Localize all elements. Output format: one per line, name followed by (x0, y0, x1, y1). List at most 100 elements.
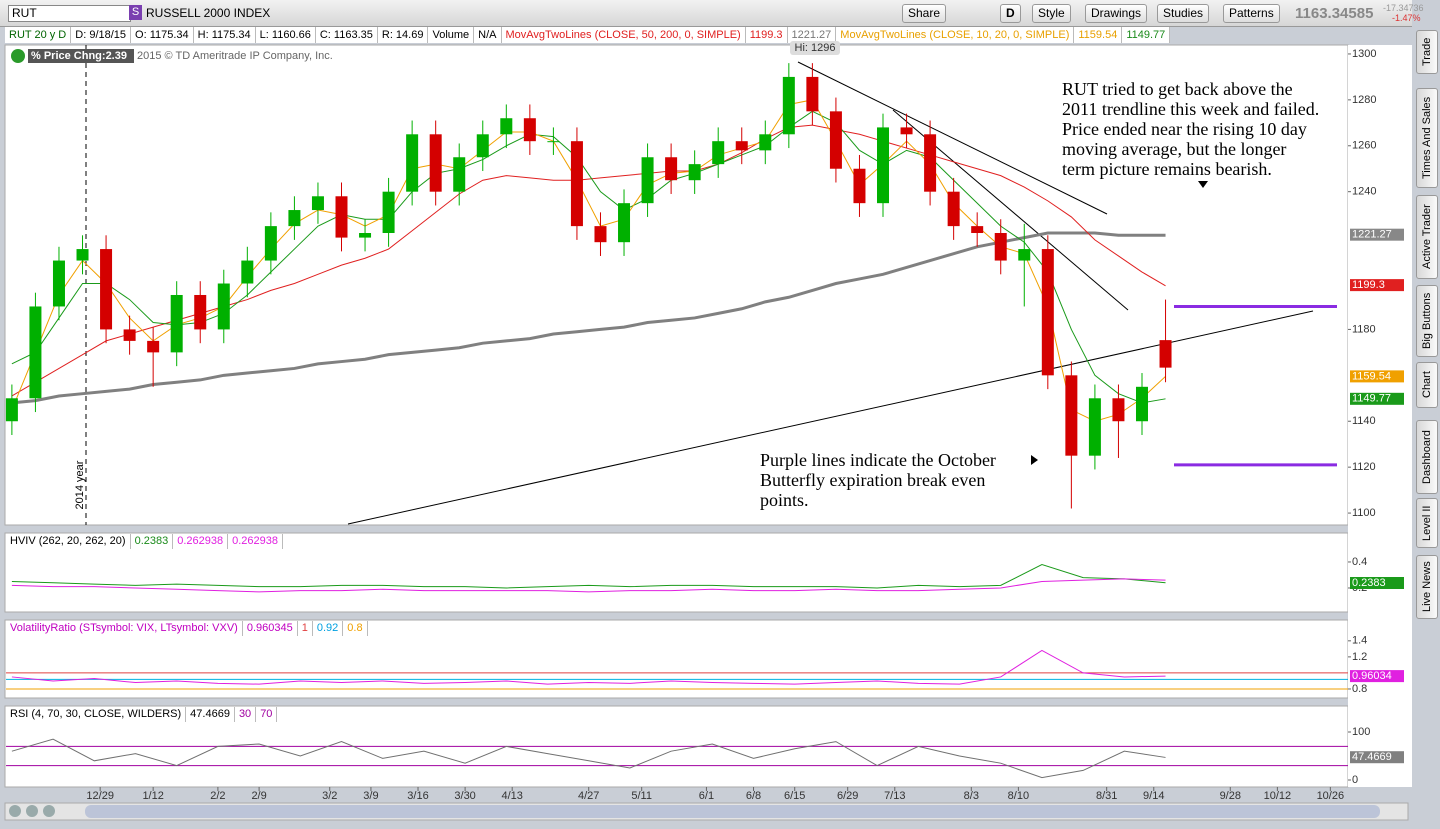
candle-body (712, 141, 725, 165)
zoom-button[interactable] (26, 805, 38, 817)
patterns-button[interactable]: Patterns (1223, 4, 1280, 23)
candle-body (759, 134, 772, 151)
value-box (1350, 228, 1404, 241)
study-header-item: 30 (235, 707, 257, 722)
candle-body (877, 127, 890, 204)
style-button[interactable]: Style (1032, 4, 1071, 23)
candle-body (1018, 249, 1031, 261)
annotation: Purple lines indicate the October Butter… (760, 450, 996, 510)
candle-body (5, 398, 18, 422)
info-item: H: 1175.34 (194, 27, 256, 43)
x-tick-label: 3/16 (407, 790, 428, 802)
study-header-item: 0.2383 (131, 534, 174, 549)
candle-body (806, 76, 819, 112)
study-header: VolatilityRatio (STsymbol: VIX, LTsymbol… (6, 621, 368, 636)
x-tick-label: 8/10 (1008, 790, 1029, 802)
value-box-label: 0.96034 (1352, 670, 1392, 682)
copyright: 2015 © TD Ameritrade IP Company, Inc. (137, 50, 333, 62)
side-tab[interactable]: Level II (1416, 498, 1438, 548)
value-box (1350, 370, 1404, 383)
symbol-badge[interactable]: S (129, 5, 142, 20)
studies-button[interactable]: Studies (1157, 4, 1210, 23)
side-tab[interactable]: Big Buttons (1416, 285, 1438, 357)
trendline (797, 61, 1108, 215)
info-item: L: 1160.66 (256, 27, 316, 43)
annotation-line: Price ended near the rising 10 day (1062, 119, 1307, 139)
y-tick-label: 0.8 (1352, 683, 1367, 695)
annotation-line: 2011 trendline this week and failed. (1062, 99, 1320, 119)
y-tick-label: 1.2 (1352, 651, 1367, 663)
side-tab[interactable]: Dashboard (1416, 420, 1438, 494)
side-tab[interactable]: Times And Sales (1416, 88, 1438, 188)
series-line (11, 564, 1166, 589)
side-tab[interactable]: Trade (1416, 30, 1438, 74)
candle-body (359, 233, 372, 238)
candle-body (947, 191, 960, 227)
zoom-button[interactable] (9, 805, 21, 817)
value-box (1350, 670, 1404, 683)
x-tick-label: 4/27 (578, 790, 599, 802)
annotation-line: Butterfly expiration break even (760, 470, 986, 490)
annotation-line: Purple lines indicate the October (760, 450, 996, 470)
candle-body (453, 157, 466, 192)
x-tick-label: 3/2 (322, 790, 337, 802)
aggregation-button[interactable]: D (1000, 4, 1021, 23)
zoom-button[interactable] (43, 805, 55, 817)
candle-body (1041, 249, 1054, 376)
candle-body (1112, 398, 1125, 422)
y-tick-label: 1260 (1352, 140, 1376, 152)
x-tick-label: 6/15 (784, 790, 805, 802)
x-tick-label: 6/8 (746, 790, 761, 802)
year-label: 2014 year (74, 460, 86, 509)
info-item: O: 1175.34 (131, 27, 194, 43)
candle-body (52, 260, 65, 307)
y-tick-label: 1180 (1352, 323, 1376, 335)
x-tick-label: 2/9 (251, 790, 266, 802)
series-line (11, 231, 1166, 405)
value-box-label: 1149.77 (1352, 393, 1391, 405)
study-header-item: 0.92 (313, 621, 344, 636)
share-button[interactable]: Share (902, 4, 947, 23)
side-tabs: Trade Times And Sales Active Trader Big But… (1416, 0, 1440, 829)
candle-body (1135, 386, 1148, 422)
x-tick-label: 12/29 (86, 790, 114, 802)
info-item: 1221.27 (788, 27, 837, 43)
candle-body (618, 203, 631, 243)
value-box-label: 1221.27 (1352, 229, 1392, 241)
candle-body (217, 283, 230, 330)
price-axis (1348, 45, 1412, 787)
candle-body (76, 249, 89, 261)
candle-body (665, 157, 678, 181)
side-tab[interactable]: Live News (1416, 555, 1438, 619)
study-header: HVIV (262, 20, 262, 20) 0.2383 0.262938 0.2… (6, 534, 284, 549)
scroll-thumb[interactable] (85, 805, 1380, 818)
value-box (1350, 576, 1404, 589)
value-box-label: 0.2383 (1352, 577, 1386, 589)
candle-body (170, 294, 183, 353)
candle-body (335, 196, 348, 238)
study-header-item: VolatilityRatio (STsymbol: VIX, LTsymbol… (6, 621, 243, 636)
value-box-label: 47.4669 (1352, 751, 1392, 763)
candle-body (1065, 375, 1078, 456)
info-item: MovAvgTwoLines (CLOSE, 10, 20, 0, SIMPLE… (836, 27, 1075, 43)
trendline (347, 310, 1314, 525)
study-header-item: 0.262938 (173, 534, 229, 549)
candle-body (547, 141, 560, 143)
study-header-item: 70 (256, 707, 278, 722)
candle-body (406, 134, 419, 192)
annotation-line: moving average, but the longer (1062, 139, 1287, 159)
info-item: RUT 20 y D (5, 27, 72, 43)
drawings-button[interactable]: Drawings (1085, 4, 1148, 23)
study-icon[interactable] (11, 49, 25, 63)
candle-body (123, 329, 136, 341)
x-tick-label: 9/28 (1220, 790, 1241, 802)
side-tab[interactable]: Chart (1416, 362, 1438, 408)
candle-body (523, 118, 536, 142)
value-box (1350, 279, 1404, 292)
value-box-label: 1199.3 (1352, 279, 1385, 291)
hi-label-box (790, 41, 840, 55)
candle-body (288, 210, 301, 227)
annotation-line: points. (760, 490, 809, 510)
side-tab[interactable]: Active Trader (1416, 195, 1438, 279)
